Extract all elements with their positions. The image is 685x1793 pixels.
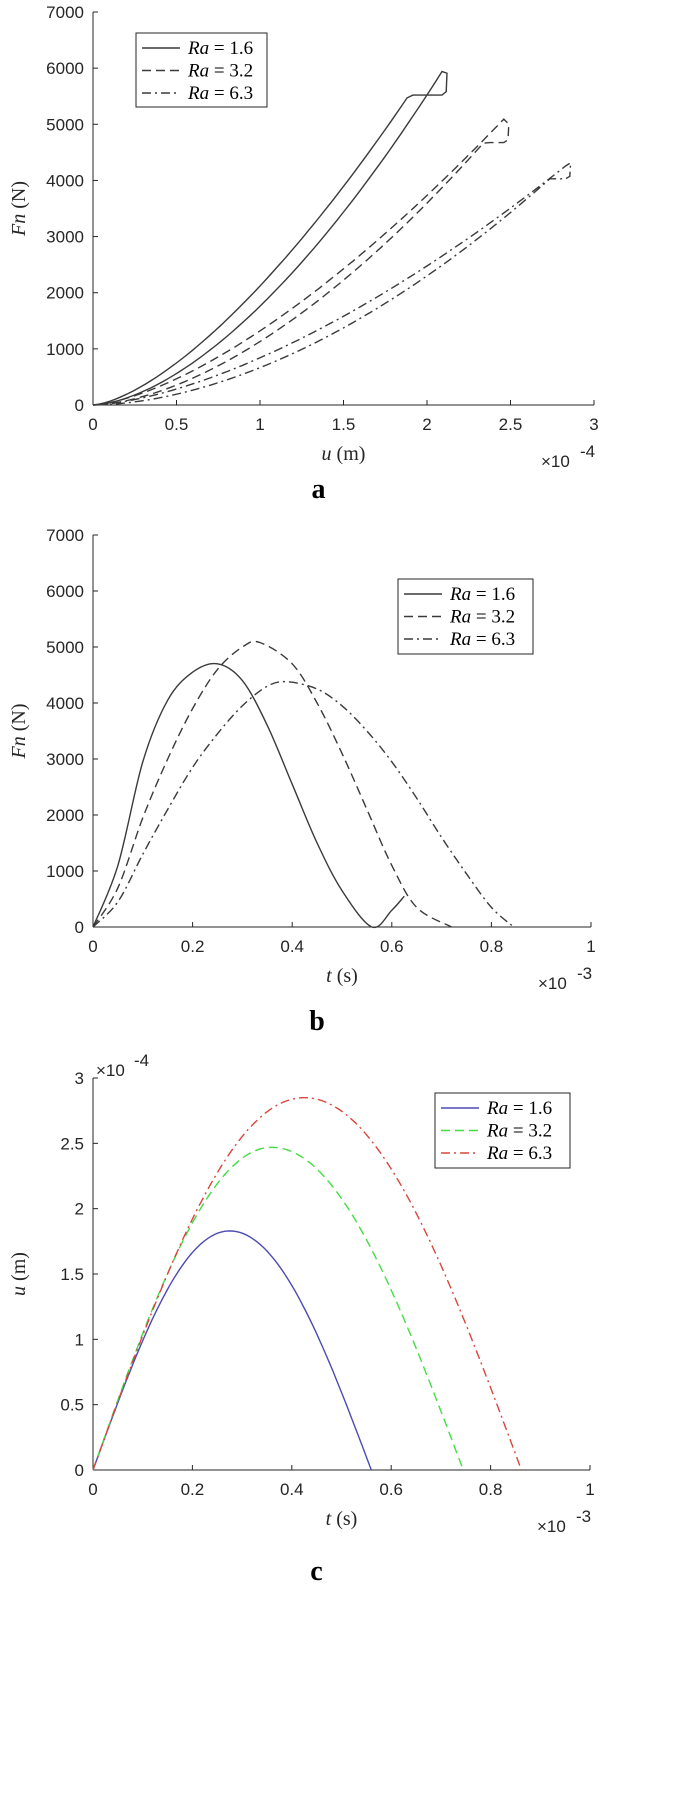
curve-dashdot <box>92 680 515 928</box>
curve-solid <box>92 70 448 406</box>
legend-entry: Ra = 3.2 <box>486 1121 552 1142</box>
legend: Ra = 1.6Ra = 3.2Ra = 6.3 <box>434 1092 571 1169</box>
y-tick-label: 1 <box>75 1330 84 1349</box>
x-tick-label: 3 <box>589 415 598 434</box>
x-tick-label: 2.5 <box>499 415 523 434</box>
curve-dashdot <box>92 161 572 406</box>
curve-solid <box>92 662 405 929</box>
y-tick-label: 1000 <box>46 340 84 359</box>
legend-entry: Ra = 6.3 <box>449 629 515 650</box>
legend-entry: Ra = 3.2 <box>449 607 515 628</box>
y-tick-label: 2000 <box>46 284 84 303</box>
chart-panel-a: 0 0.5 1 1.5 2 2.5 3 0 1000 2000 3000 4000 5000 6000 70… <box>8 3 599 505</box>
y-tick-label: 0 <box>75 1461 84 1480</box>
x-axis-label: u (m) <box>322 443 366 465</box>
legend-entry: Ra = 1.6 <box>449 584 515 605</box>
x-exponent-label: ×10 <box>537 1517 566 1536</box>
y-axis-label: Fn (N) <box>8 181 30 237</box>
legend-entry: Ra = 6.3 <box>187 83 253 104</box>
x-exponent-power: -3 <box>576 1507 591 1526</box>
chart-panel-b: 0 0.2 0.4 0.6 0.8 1 0 1000 2000 3000 4000 5000 6000 7… <box>8 526 596 1037</box>
y-exponent-power: -4 <box>134 1051 149 1070</box>
y-axis-label: u (m) <box>8 1252 30 1296</box>
legend-entry: Ra = 1.6 <box>486 1098 552 1119</box>
panel-letter: c <box>310 1556 322 1587</box>
y-tick-label: 5000 <box>46 115 84 134</box>
x-exponent-power: -4 <box>580 442 595 461</box>
y-tick-label: 1.5 <box>60 1265 84 1284</box>
legend-entry: Ra = 6.3 <box>486 1143 552 1164</box>
y-tick-label: 3000 <box>46 228 84 247</box>
panel-letter: a <box>312 474 326 505</box>
y-tick-label: 4000 <box>46 171 84 190</box>
x-tick-label: 1.5 <box>332 415 356 434</box>
legend: Ra = 1.6Ra = 3.2Ra = 6.3 <box>397 578 534 655</box>
x-axis-label: t (s) <box>326 1508 358 1530</box>
x-tick-label: 0.6 <box>379 1480 403 1499</box>
y-tick-label: 5000 <box>46 638 84 657</box>
x-tick-label: 0.2 <box>181 1480 205 1499</box>
legend-entry: Ra = 1.6 <box>187 38 253 59</box>
y-tick-label: 2 <box>75 1200 84 1219</box>
legend-entry: Ra = 3.2 <box>187 61 253 82</box>
x-tick-label: 0 <box>88 937 97 956</box>
y-exponent-label: ×10 <box>96 1061 125 1080</box>
chart-panel-c: 0 0.2 0.4 0.6 0.8 1 0 0.5 1 1.5 2 2.5 3 t (s) u (m) ×10… <box>8 1051 595 1587</box>
curve-solid <box>92 1230 372 1471</box>
x-tick-label: 2 <box>422 415 431 434</box>
x-exponent-power: -3 <box>577 964 592 983</box>
x-tick-label: 0 <box>88 415 97 434</box>
x-tick-label: 1 <box>586 937 595 956</box>
x-tick-label: 0.5 <box>165 415 189 434</box>
x-tick-label: 0.4 <box>280 1480 304 1499</box>
y-tick-label: 2000 <box>46 806 84 825</box>
x-tick-label: 1 <box>255 415 264 434</box>
legend: Ra = 1.6Ra = 3.2Ra = 6.3 <box>135 32 268 108</box>
y-tick-label: 7000 <box>46 3 84 22</box>
x-tick-label: 0 <box>88 1480 97 1499</box>
y-tick-label: 2.5 <box>60 1134 84 1153</box>
x-axis-label: t (s) <box>326 965 358 987</box>
y-tick-label: 0 <box>75 396 84 415</box>
panel-letter: b <box>309 1006 325 1037</box>
x-exponent-label: ×10 <box>541 452 570 471</box>
curve-dashed <box>92 1146 464 1471</box>
y-tick-label: 6000 <box>46 59 84 78</box>
y-tick-label: 1000 <box>46 862 84 881</box>
curve-dashed <box>92 118 510 406</box>
y-tick-label: 0.5 <box>60 1396 84 1415</box>
x-exponent-label: ×10 <box>538 974 567 993</box>
y-tick-label: 4000 <box>46 694 84 713</box>
x-tick-label: 0.2 <box>181 937 205 956</box>
y-tick-label: 3 <box>75 1069 84 1088</box>
x-tick-label: 0.4 <box>280 937 304 956</box>
y-tick-label: 3000 <box>46 750 84 769</box>
x-tick-label: 0.8 <box>480 937 504 956</box>
y-tick-label: 7000 <box>46 526 84 545</box>
x-tick-label: 1 <box>585 1480 594 1499</box>
curve-dashed <box>92 640 452 928</box>
x-tick-label: 0.8 <box>479 1480 503 1499</box>
y-tick-label: 0 <box>75 918 84 937</box>
y-tick-label: 6000 <box>46 582 84 601</box>
y-axis-label: Fn (N) <box>8 704 30 760</box>
curve-dashdot <box>92 1097 523 1471</box>
x-tick-label: 0.6 <box>380 937 404 956</box>
